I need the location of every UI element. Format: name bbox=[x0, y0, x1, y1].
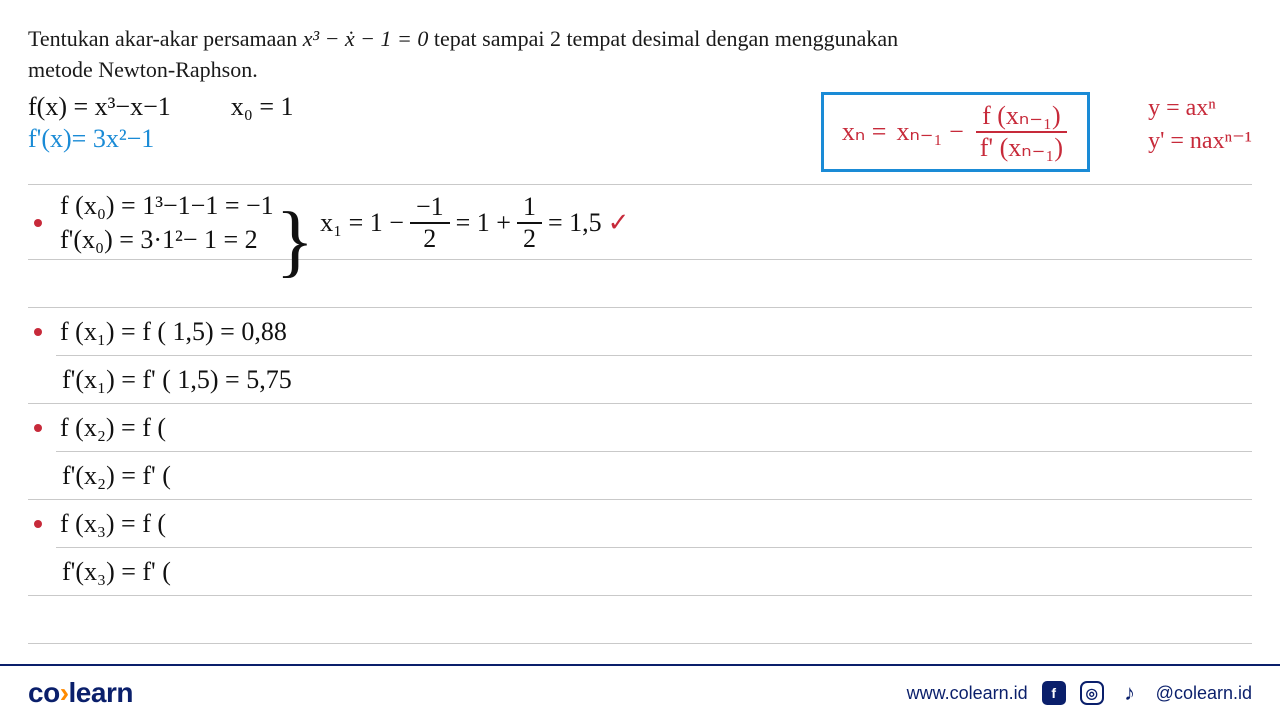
step1-f: f (x₁) = f ( 1,5) = 0,88 bbox=[60, 317, 287, 347]
step0-f: f (x₀) = 1³−1−1 = −1 bbox=[60, 191, 274, 221]
power-rule: y = axⁿ y' = naxⁿ⁻¹ bbox=[1148, 92, 1252, 159]
formula-fraction: f (xₙ₋₁) f' (xₙ₋₁) bbox=[974, 103, 1069, 161]
ruled-line bbox=[28, 259, 1252, 307]
step-row: f (x₂) = f ( bbox=[28, 403, 1252, 451]
bullet-icon bbox=[34, 328, 42, 336]
step1-fp: f'(x₁) = f' ( 1,5) = 5,75 bbox=[62, 365, 292, 395]
x1-frac1: −1 2 bbox=[410, 194, 450, 252]
bullet-icon bbox=[34, 520, 42, 528]
power-rule-y: y = axⁿ bbox=[1148, 92, 1252, 126]
brand-part2: learn bbox=[69, 677, 133, 708]
tiktok-icon: ♪ bbox=[1118, 681, 1142, 705]
footer-url: www.colearn.id bbox=[907, 683, 1028, 704]
bullet-icon bbox=[34, 219, 42, 227]
step-row: f'(x₃) = f' ( bbox=[56, 547, 1252, 595]
fprime-definition: f'(x)= 3x²−1 bbox=[28, 124, 294, 154]
x1-mid: = 1 + bbox=[456, 208, 511, 238]
ruled-line bbox=[28, 595, 1252, 643]
brand-part1: co bbox=[28, 677, 60, 708]
x1-num2: 1 bbox=[517, 194, 542, 224]
brand-accent: › bbox=[60, 677, 69, 708]
x1-result: = 1,5 bbox=[548, 208, 602, 238]
facebook-icon: f bbox=[1042, 681, 1066, 705]
problem-line2: metode Newton-Raphson. bbox=[28, 57, 258, 82]
step0-fp: f'(x₀) = 3·1²− 1 = 2 bbox=[60, 225, 274, 255]
x1-num1: −1 bbox=[410, 194, 450, 224]
step3-fp: f'(x₃) = f' ( bbox=[62, 557, 171, 587]
work-area: f (x₀) = 1³−1−1 = −1 f'(x₀) = 3·1²− 1 = … bbox=[28, 184, 1252, 691]
step2-fp: f'(x₂) = f' ( bbox=[62, 461, 171, 491]
x1-eq: x₁ = 1 − bbox=[320, 208, 404, 238]
footer: co›learn www.colearn.id f ◎ ♪ @colearn.i… bbox=[0, 664, 1280, 720]
formula-lhs: xₙ = bbox=[842, 117, 887, 147]
x1-frac2: 1 2 bbox=[517, 194, 542, 252]
step-row: f (x₀) = 1³−1−1 = −1 f'(x₀) = 3·1²− 1 = … bbox=[28, 184, 1252, 259]
problem-equation: x³ − ẋ − 1 = 0 bbox=[303, 26, 429, 51]
check-icon: ✓ bbox=[608, 208, 630, 238]
problem-text: Tentukan akar-akar persamaan x³ − ẋ − 1 … bbox=[28, 24, 1252, 86]
fx-definition: f(x) = x³−x−1 bbox=[28, 92, 171, 122]
step-row: f (x₃) = f ( bbox=[28, 499, 1252, 547]
formula-numerator: f (xₙ₋₁) bbox=[976, 103, 1067, 133]
step-row: f (x₁) = f ( 1,5) = 0,88 bbox=[28, 307, 1252, 355]
newton-raphson-formula: xₙ = xₙ₋₁ − f (xₙ₋₁) f' (xₙ₋₁) bbox=[821, 92, 1090, 172]
x1-den1: 2 bbox=[417, 224, 442, 252]
power-rule-yprime: y' = naxⁿ⁻¹ bbox=[1148, 125, 1252, 159]
instagram-icon: ◎ bbox=[1080, 681, 1104, 705]
step2-f: f (x₂) = f ( bbox=[60, 413, 166, 443]
x0-initial: x₀ = 1 bbox=[231, 92, 294, 122]
step-row: f'(x₁) = f' ( 1,5) = 5,75 bbox=[56, 355, 1252, 403]
problem-suffix: tepat sampai 2 tempat desimal dengan men… bbox=[434, 26, 898, 51]
footer-handle: @colearn.id bbox=[1156, 683, 1252, 704]
formula-denominator: f' (xₙ₋₁) bbox=[974, 133, 1069, 161]
step3-f: f (x₃) = f ( bbox=[60, 509, 166, 539]
x1-den2: 2 bbox=[517, 224, 542, 252]
brand-logo: co›learn bbox=[28, 677, 133, 709]
problem-prefix: Tentukan akar-akar persamaan bbox=[28, 26, 303, 51]
step-row: f'(x₂) = f' ( bbox=[56, 451, 1252, 499]
formula-prev: xₙ₋₁ − bbox=[896, 117, 963, 147]
bullet-icon bbox=[34, 424, 42, 432]
